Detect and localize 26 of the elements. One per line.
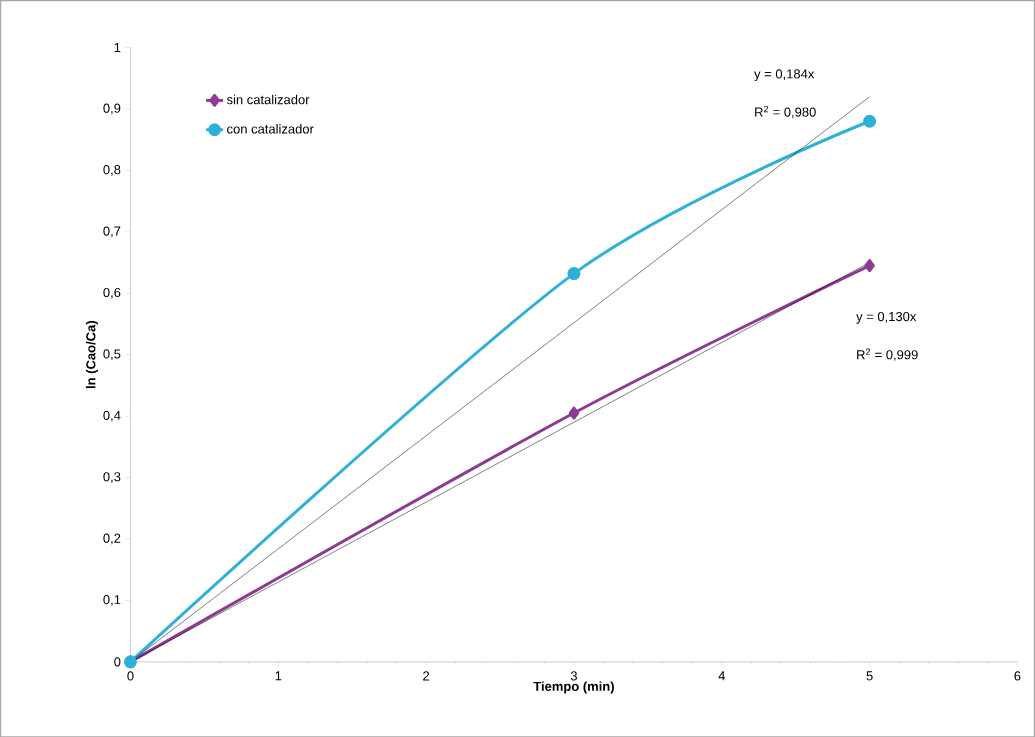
legend-label: sin catalizador	[226, 94, 310, 105]
annotation: R$^{2}$ = 0,999	[857, 348, 918, 361]
x-tick-label: 5	[866, 671, 873, 681]
y-tick-label: 0,6	[103, 287, 121, 299]
x-tick-label: 1	[275, 671, 282, 681]
y-tick-label: 0,9	[103, 103, 121, 115]
y-tick-label: 0,5	[103, 349, 121, 360]
y-tick-label: 0,3	[103, 472, 121, 483]
y-tick-label: 0,1	[103, 594, 121, 606]
x-tick-label: 3	[570, 671, 577, 681]
x-axis-title: Tiempo (min)	[533, 681, 614, 694]
y-tick-label: 0	[114, 657, 121, 667]
annotation: R$^{2}$ = 0,980	[755, 105, 816, 119]
legend-label: con catalizador	[227, 123, 314, 134]
annotation: y = 0,130x	[856, 311, 917, 324]
x-tick-label: 0	[127, 671, 134, 681]
y-tick-label: 0,2	[103, 533, 121, 545]
x-tick-label: 2	[423, 671, 430, 681]
x-tick-label: 4	[718, 671, 725, 681]
annotation: y = 0,184x	[754, 69, 815, 81]
y-tick-label: 0,8	[103, 164, 121, 176]
y-tick-label: 0,4	[103, 410, 121, 422]
x-tick-label: 6	[1014, 671, 1021, 681]
y-tick-label: 0,7	[103, 226, 121, 238]
y-tick-label: 1	[114, 42, 121, 52]
y-axis-title: ln (Cao/Ca)	[85, 320, 99, 388]
